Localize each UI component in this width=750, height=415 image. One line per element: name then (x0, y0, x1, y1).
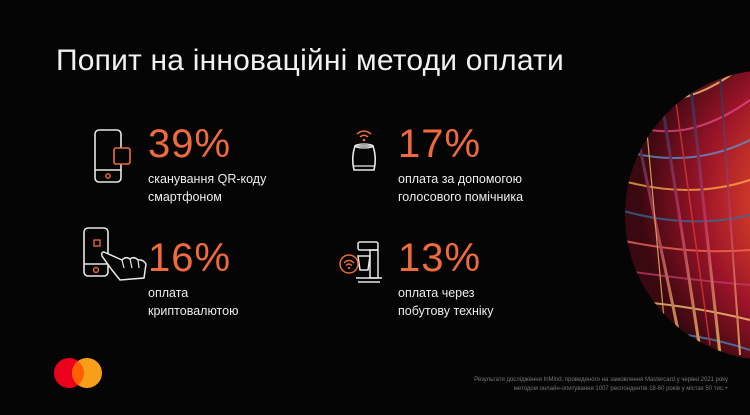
stat-value: 17% (398, 122, 482, 166)
stat-label-line1: сканування QR-коду (148, 172, 267, 186)
stat-label-line2: голосового помічника (398, 190, 524, 204)
stat-label-line2: криптовалютою (148, 304, 239, 318)
footnote-line2: методом онлайн-опитування 1007 респонден… (513, 386, 728, 392)
phone-tap-hand-icon (83, 227, 147, 281)
slide-title: Попит на інноваційні методи оплати (56, 44, 564, 77)
stat-label-line2: побутову техніку (398, 304, 494, 318)
decorative-sphere-graphic (625, 70, 750, 359)
stat-value: 16% (148, 236, 232, 280)
mastercard-logo (54, 358, 102, 388)
stat-label-line2: смартфоном (148, 190, 222, 204)
stat-label-line1: оплата через (398, 286, 475, 300)
voice-assistant-icon (351, 130, 377, 171)
stat-value: 13% (398, 236, 482, 280)
stat-value: 39% (148, 122, 232, 166)
smart-appliance-icon (339, 241, 382, 283)
footnote: Результати дослідження InMind, проведено… (428, 376, 728, 394)
footnote-line1: Результати дослідження InMind, проведено… (474, 377, 728, 383)
stat-label-line1: оплата (148, 286, 189, 300)
smartphone-qr-icon (94, 129, 131, 183)
stat-label-line1: оплата за допомогою (398, 172, 522, 186)
